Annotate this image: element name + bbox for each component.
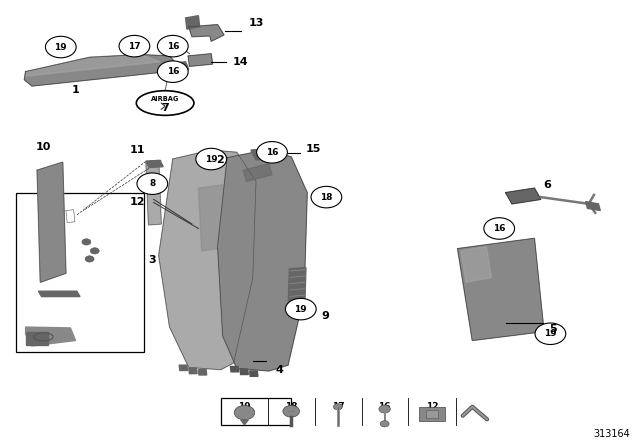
Text: 16: 16 xyxy=(166,42,179,51)
Text: 19: 19 xyxy=(205,155,218,164)
Text: 16: 16 xyxy=(378,402,391,411)
Text: 11: 11 xyxy=(130,145,145,155)
Circle shape xyxy=(484,218,515,239)
Polygon shape xyxy=(189,368,197,374)
Polygon shape xyxy=(37,162,66,282)
Circle shape xyxy=(119,35,150,57)
Circle shape xyxy=(535,323,566,345)
Polygon shape xyxy=(240,369,248,375)
Polygon shape xyxy=(506,188,541,204)
Text: 12: 12 xyxy=(426,402,438,411)
Circle shape xyxy=(283,405,300,417)
Circle shape xyxy=(90,248,99,254)
Polygon shape xyxy=(26,55,160,76)
Text: 12: 12 xyxy=(130,198,145,207)
Text: 19: 19 xyxy=(544,329,557,338)
Bar xyxy=(16,193,144,352)
Circle shape xyxy=(85,256,94,262)
Bar xyxy=(419,407,445,421)
Polygon shape xyxy=(38,291,80,297)
Polygon shape xyxy=(166,62,189,72)
Circle shape xyxy=(137,173,168,194)
Text: 16: 16 xyxy=(493,224,506,233)
Circle shape xyxy=(196,148,227,170)
Circle shape xyxy=(82,239,91,245)
Text: 313164: 313164 xyxy=(594,429,630,439)
Text: 16: 16 xyxy=(166,67,179,76)
Text: 14: 14 xyxy=(232,57,248,67)
Text: 10: 10 xyxy=(36,142,51,152)
Polygon shape xyxy=(66,210,75,223)
Circle shape xyxy=(285,298,316,320)
Text: 18: 18 xyxy=(320,193,333,202)
Text: 19: 19 xyxy=(238,402,251,411)
Text: 6: 6 xyxy=(543,180,551,190)
Circle shape xyxy=(380,421,389,427)
Polygon shape xyxy=(186,16,200,29)
Circle shape xyxy=(45,36,76,58)
Polygon shape xyxy=(24,55,176,86)
Text: 19: 19 xyxy=(54,43,67,52)
Polygon shape xyxy=(179,365,188,370)
Text: 13: 13 xyxy=(248,18,264,28)
Polygon shape xyxy=(251,148,282,160)
Circle shape xyxy=(311,186,342,208)
Polygon shape xyxy=(146,160,161,225)
Polygon shape xyxy=(188,54,212,66)
Circle shape xyxy=(157,35,188,57)
Text: 16: 16 xyxy=(266,148,278,157)
Circle shape xyxy=(379,405,390,413)
Bar xyxy=(426,410,438,418)
Polygon shape xyxy=(243,164,272,181)
Polygon shape xyxy=(458,238,544,340)
Text: 17: 17 xyxy=(332,402,344,411)
Text: 1: 1 xyxy=(72,86,79,95)
Circle shape xyxy=(157,61,188,82)
Polygon shape xyxy=(461,246,492,282)
Text: 5: 5 xyxy=(549,324,557,334)
Polygon shape xyxy=(198,370,207,375)
Text: AIRBAG: AIRBAG xyxy=(151,96,179,103)
Polygon shape xyxy=(586,202,600,211)
Circle shape xyxy=(333,404,342,410)
Ellipse shape xyxy=(136,90,194,115)
Polygon shape xyxy=(288,267,306,313)
Polygon shape xyxy=(189,25,224,41)
Polygon shape xyxy=(230,366,239,372)
Polygon shape xyxy=(250,371,258,376)
Text: 3: 3 xyxy=(148,255,156,265)
Polygon shape xyxy=(218,150,307,371)
Polygon shape xyxy=(241,420,248,425)
Text: 19: 19 xyxy=(294,305,307,314)
Polygon shape xyxy=(26,332,48,345)
Circle shape xyxy=(234,405,255,420)
Text: 9: 9 xyxy=(321,311,329,321)
Text: 7: 7 xyxy=(161,103,169,112)
Text: 15: 15 xyxy=(306,144,321,154)
Text: 8: 8 xyxy=(149,179,156,188)
Text: 2: 2 xyxy=(216,155,223,165)
Polygon shape xyxy=(146,160,163,168)
Polygon shape xyxy=(159,150,256,370)
Text: 18: 18 xyxy=(285,402,298,411)
Polygon shape xyxy=(26,327,76,346)
Text: 4: 4 xyxy=(275,365,283,375)
Bar xyxy=(221,398,291,425)
Circle shape xyxy=(257,142,287,163)
Text: 17: 17 xyxy=(128,42,141,51)
Polygon shape xyxy=(198,184,234,251)
